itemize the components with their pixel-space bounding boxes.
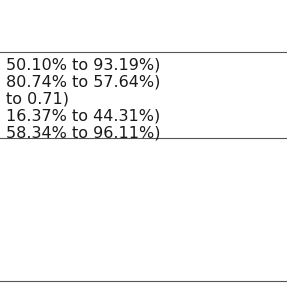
Text: 16.37% to 44.31%): 16.37% to 44.31%) (6, 109, 160, 124)
Text: 58.34% to 96.11%): 58.34% to 96.11%) (6, 126, 160, 141)
Text: 50.10% to 93.19%): 50.10% to 93.19%) (6, 57, 160, 72)
Text: 80.74% to 57.64%): 80.74% to 57.64%) (6, 74, 160, 89)
Text: to 0.71): to 0.71) (6, 92, 69, 106)
